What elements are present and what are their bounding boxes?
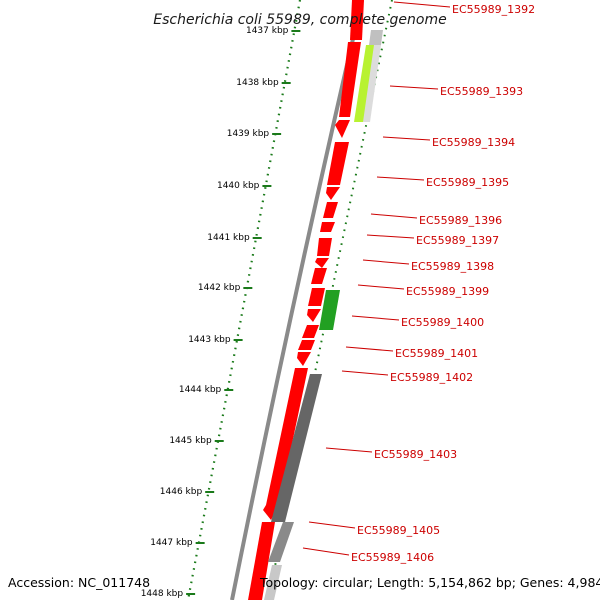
gene-arrow-1395[interactable]	[323, 202, 338, 218]
gene-label[interactable]: EC55989_1401	[395, 347, 478, 360]
gene-arrow-1393-head[interactable]	[335, 120, 350, 138]
gene-arrow-1399[interactable]	[308, 288, 325, 306]
gene-arrow-1392[interactable]	[350, 0, 364, 40]
kbp-tick-label: 1440 kbp	[217, 181, 260, 191]
kbp-tick-label: 1445 kbp	[169, 436, 212, 446]
gene-label[interactable]: EC55989_1402	[390, 371, 473, 384]
gene-bar-1403-rev[interactable]	[271, 374, 322, 522]
kbp-tick-label: 1442 kbp	[198, 283, 241, 293]
genome-backbone	[230, 0, 364, 600]
gene-bar-1392-rev[interactable]	[369, 30, 383, 45]
gene-arrow-1396[interactable]	[320, 222, 335, 232]
gene-arrow-1398[interactable]	[311, 268, 327, 284]
gene-label-connector	[393, 1, 451, 8]
gene-arrow-1399-head[interactable]	[307, 309, 321, 322]
kbp-tick-label: 1448 kbp	[141, 589, 184, 599]
gene-bar-1393-rev-shade	[363, 45, 381, 122]
kbp-dotted-ring	[186, 0, 302, 600]
genome-title: Escherichia coli 55989, complete genome	[153, 12, 446, 28]
gene-arrow-1401[interactable]	[298, 340, 315, 350]
gene-arrow-1405[interactable]	[248, 522, 275, 600]
gene-arrow-1394-head[interactable]	[326, 187, 340, 200]
kbp-tick-label: 1437 kbp	[246, 26, 289, 36]
gene-labels: EC55989_1392 EC55989_1393 EC55989_1394 EC55…	[302, 1, 535, 564]
topology-text: Topology: circular; Length: 5,154,862 bp…	[259, 575, 600, 590]
gene-arrow-1394[interactable]	[327, 142, 349, 185]
gene-label-connector	[357, 284, 405, 290]
kbp-tick-label: 1441 kbp	[207, 233, 250, 243]
gene-arrow-1402[interactable]	[266, 368, 308, 505]
gene-arrow-1393[interactable]	[339, 42, 361, 117]
gene-label-connector	[376, 176, 425, 181]
gene-label[interactable]: EC55989_1405	[357, 524, 440, 537]
gene-bar-1400-rev[interactable]	[319, 290, 340, 330]
kbp-tick-label: 1446 kbp	[160, 487, 203, 497]
gene-label[interactable]: EC55989_1399	[406, 285, 489, 298]
kbp-tick-label: 1443 kbp	[188, 335, 231, 345]
forward-strand-genes	[248, 0, 364, 600]
gene-arrow-1401-head[interactable]	[297, 352, 311, 366]
gene-label[interactable]: EC55989_1400	[401, 316, 484, 329]
gene-arrow-1400[interactable]	[302, 325, 319, 338]
gene-label-connector	[341, 370, 389, 376]
gene-label-connector	[325, 447, 373, 453]
kbp-ticks: 1437 kbp 1438 kbp 1439 kbp 1440 kbp 1441 kbp…	[141, 26, 301, 599]
kbp-tick-label: 1439 kbp	[227, 129, 270, 139]
gene-label-connector	[362, 259, 410, 265]
reverse-strand-genes	[264, 30, 383, 600]
gene-arrow-1397-head[interactable]	[315, 258, 329, 268]
gene-label[interactable]: EC55989_1398	[411, 260, 494, 273]
gene-label[interactable]: EC55989_1393	[440, 85, 523, 98]
kbp-tick-label: 1444 kbp	[179, 385, 222, 395]
kbp-tick-label: 1447 kbp	[150, 538, 193, 548]
gene-label-connector	[308, 521, 356, 529]
gene-label[interactable]: EC55989_1406	[351, 551, 434, 564]
gene-label-connector	[345, 346, 394, 352]
gene-arrow-1397[interactable]	[317, 238, 332, 256]
gene-label-connector	[389, 85, 439, 90]
accession-text: Accession: NC_011748	[8, 575, 150, 590]
gene-label-connector	[351, 315, 400, 321]
gene-label[interactable]: EC55989_1403	[374, 448, 457, 461]
gene-label-connector	[370, 213, 418, 219]
gene-bar-1406-rev[interactable]	[264, 565, 282, 600]
gene-label[interactable]: EC55989_1396	[419, 214, 502, 227]
gene-label[interactable]: EC55989_1392	[452, 3, 535, 16]
gene-label[interactable]: EC55989_1395	[426, 176, 509, 189]
kbp-tick-label: 1438 kbp	[236, 78, 279, 88]
gene-label[interactable]: EC55989_1394	[432, 136, 515, 149]
gene-label[interactable]: EC55989_1397	[416, 234, 499, 247]
gene-label-connector	[302, 547, 350, 556]
gene-label-connector	[366, 234, 415, 239]
gene-bar-1405-rev[interactable]	[268, 522, 294, 562]
gene-label-connector	[382, 136, 431, 141]
